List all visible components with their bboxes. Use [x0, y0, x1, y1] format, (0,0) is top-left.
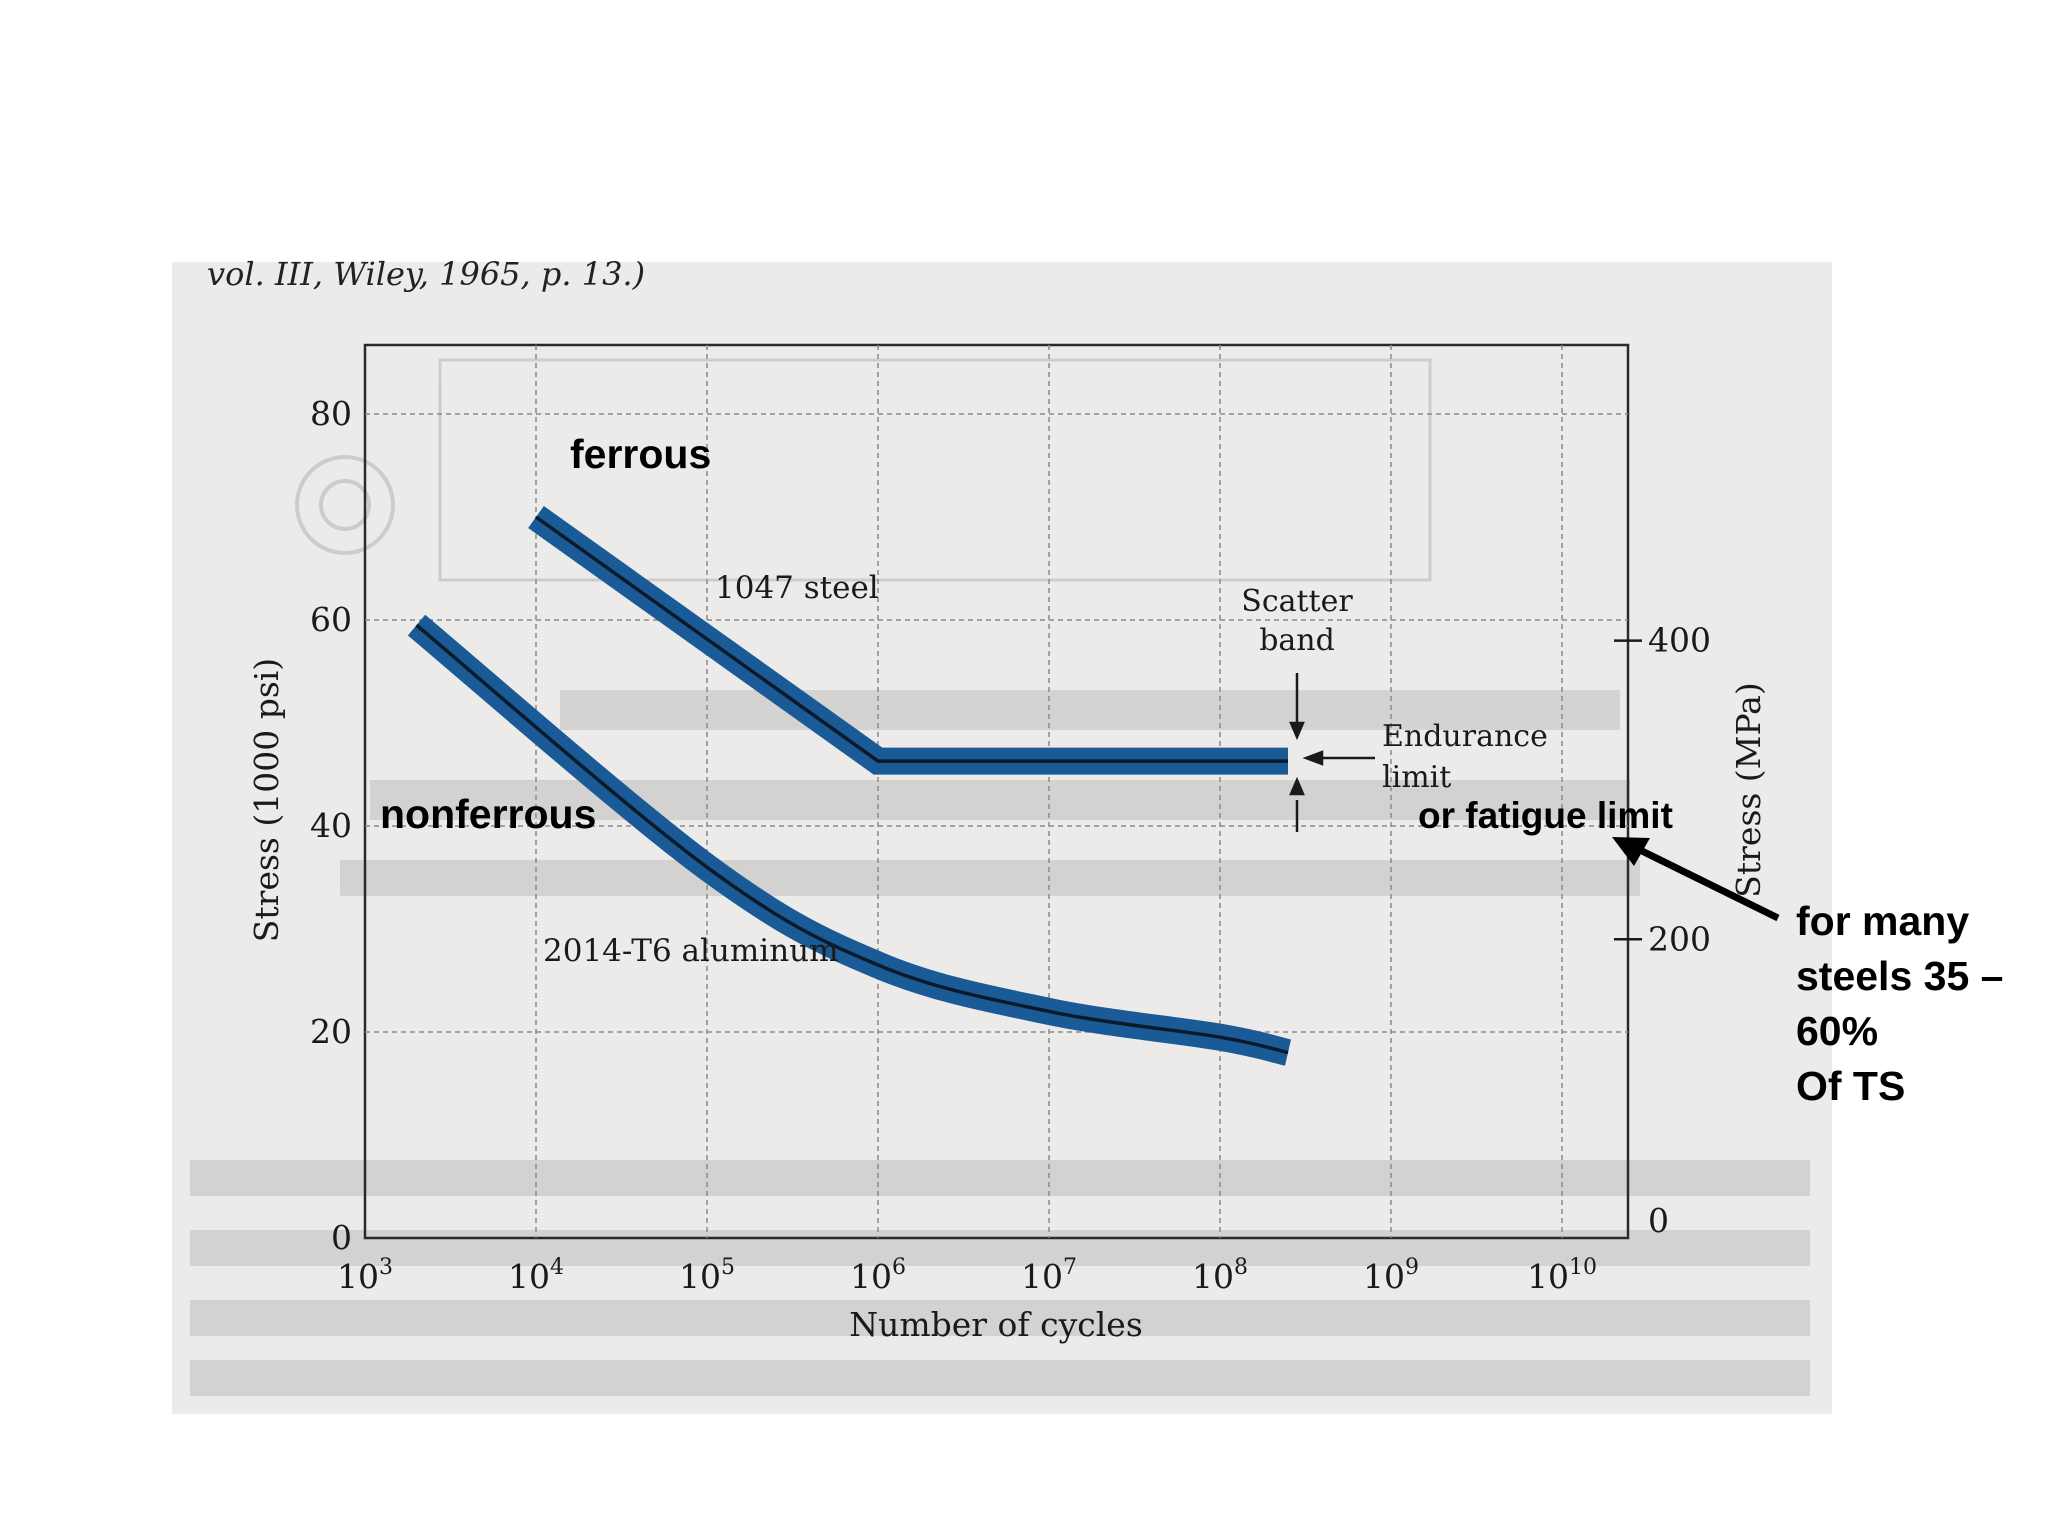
x-axis-label: Number of cycles [849, 1305, 1143, 1344]
series-group [407, 506, 1292, 1066]
x-tick-label: 108 [1192, 1255, 1248, 1296]
endurance-limit-arrow [1302, 750, 1375, 766]
series-label-steel: 1047 steel [715, 570, 879, 606]
label-ferrous: ferrous [570, 431, 711, 477]
y-tick-label-left: 60 [310, 600, 352, 639]
caption-top: vol. III, Wiley, 1965, p. 13.) [207, 255, 645, 293]
series-steel-line [534, 515, 1288, 763]
series-label-aluminum: 2014-T6 aluminum [543, 933, 839, 969]
series-aluminum-line [415, 623, 1289, 1055]
x-tick-label: 109 [1363, 1255, 1419, 1296]
y-tick-label-left: 0 [331, 1218, 352, 1257]
y-tick-label-right: 0 [1648, 1201, 1669, 1240]
note-steels-ts: for many steels 35 – 60% Of TS [1796, 898, 2015, 1109]
plot-frame [363, 343, 1630, 1240]
x-tick-label: 106 [850, 1255, 906, 1296]
scanned-page-bg [172, 262, 1832, 1414]
scan-bleed-through [190, 358, 1810, 1396]
y-tick-label-left: 80 [310, 394, 352, 433]
y-axis-label-left: Stress (1000 psi) [247, 658, 286, 942]
note-arrow [1612, 837, 1780, 922]
label-nonferrous: nonferrous [380, 791, 596, 837]
scatter-band-bracket [1289, 673, 1305, 832]
x-tick-label: 107 [1021, 1255, 1077, 1296]
label-fatigue-limit: or fatigue limit [1418, 795, 1673, 836]
y-tick-label-left: 40 [310, 806, 352, 845]
annotation-scatter-band: Scatter band [1241, 584, 1353, 658]
x-tick-label: 104 [508, 1255, 564, 1296]
axis-ticks: 103 104 105 106 107 108 109 1010 0 20 40 60 80 0 200 40… [310, 394, 1711, 1296]
gridlines [365, 345, 1628, 1238]
y-axis-label-right: Stress (MPa) [1729, 682, 1768, 897]
x-tick-label: 105 [679, 1255, 735, 1296]
annotation-endurance-limit: Endurance limit [1382, 719, 1548, 795]
y-tick-label-left: 20 [310, 1012, 352, 1051]
y-tick-label-right: 400 [1648, 621, 1711, 660]
x-tick-label: 103 [337, 1255, 393, 1296]
x-tick-label: 1010 [1527, 1255, 1597, 1296]
y-tick-label-right: 200 [1648, 919, 1711, 958]
